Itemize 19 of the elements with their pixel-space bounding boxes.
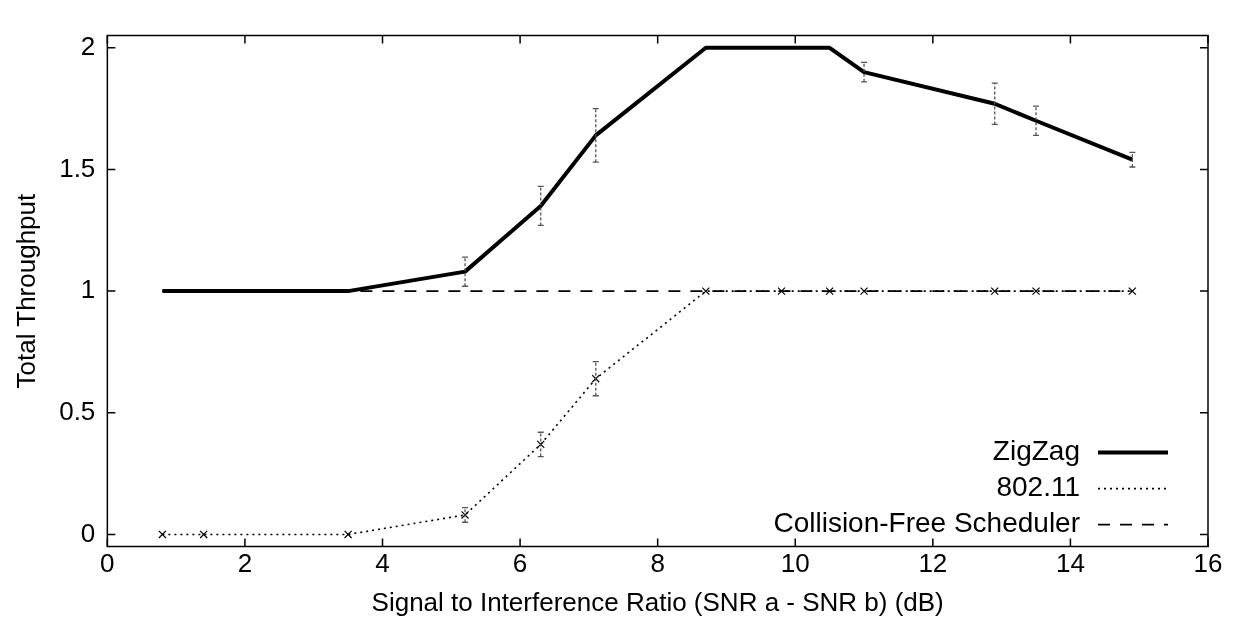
y-tick-label: 2 [80,30,96,61]
x-axis-title: Signal to Interference Ratio (SNR a - SNR b) (dB) [371,586,944,617]
x-tick-label: 0 [100,548,115,579]
x-tick-label: 8 [650,548,665,579]
x-tick-label: 12 [918,548,948,579]
x-tick-label: 14 [1055,548,1085,579]
x-tick-label: 6 [512,548,528,579]
legend-label: 802.11 [996,471,1080,503]
legend-label: Collision-Free Scheduler [773,507,1080,539]
x-tick-label: 10 [780,548,810,579]
y-axis-title: Total Throughput [10,193,41,389]
y-tick-label: 0.5 [59,395,96,426]
x-tick-label: 2 [237,548,253,579]
legend-label: ZigZag [992,435,1080,467]
x-tick-label: 4 [375,548,390,579]
x-tick-label: 16 [1193,548,1223,579]
y-tick-label: 1 [80,274,96,305]
y-tick-label: 0 [80,517,96,548]
y-tick-label: 1.5 [59,152,96,183]
